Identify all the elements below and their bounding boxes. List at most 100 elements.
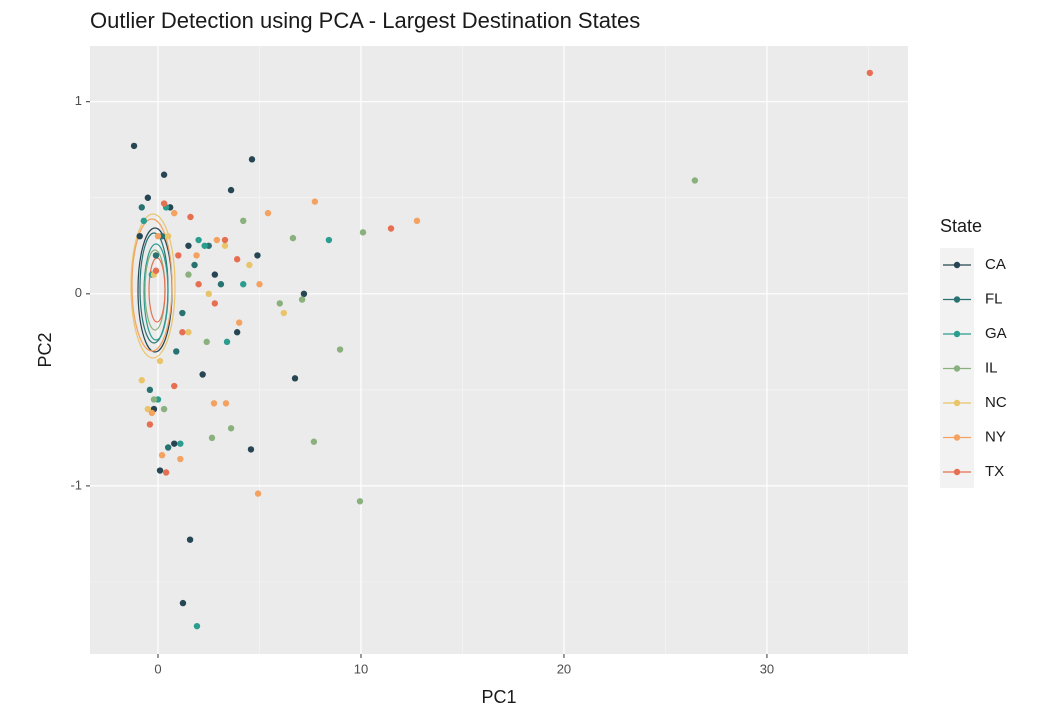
y-tick-label: -1 [70, 477, 82, 492]
point [179, 329, 186, 336]
point [179, 309, 186, 317]
point [203, 338, 210, 346]
point [150, 396, 158, 403]
point [248, 156, 256, 163]
point [359, 229, 367, 236]
point [191, 261, 198, 269]
point [211, 271, 219, 278]
point [185, 271, 192, 278]
point [164, 444, 172, 451]
y-axis-label: PC2 [35, 332, 55, 367]
point [210, 400, 218, 407]
point [336, 346, 344, 353]
point [310, 438, 318, 445]
point [187, 213, 194, 221]
legend-key-point [953, 434, 961, 441]
point [146, 386, 154, 394]
point [325, 236, 333, 244]
point [240, 281, 247, 288]
point [173, 348, 180, 355]
point [235, 319, 243, 326]
legend-key-point [953, 261, 961, 269]
point [233, 256, 241, 263]
point [148, 409, 156, 417]
point [136, 232, 143, 240]
point [146, 421, 154, 428]
point [221, 236, 229, 244]
point [171, 382, 178, 390]
x-tick-label: 10 [354, 661, 368, 676]
y-tick-label: 1 [75, 93, 82, 108]
point [298, 296, 306, 303]
point [254, 252, 261, 259]
point [208, 434, 216, 442]
point [217, 281, 225, 288]
point [160, 171, 168, 178]
point [254, 490, 262, 497]
point [311, 198, 319, 205]
point [199, 371, 206, 378]
point [156, 467, 164, 474]
point [179, 599, 187, 607]
point [300, 290, 308, 298]
point [195, 236, 202, 244]
point [193, 252, 200, 259]
x-axis-label: PC1 [481, 687, 516, 707]
point [276, 300, 283, 307]
point [205, 290, 212, 298]
legend-label: GA [985, 325, 1007, 342]
point [223, 338, 231, 346]
point [185, 242, 192, 249]
point [356, 498, 364, 505]
point [177, 455, 184, 463]
point [387, 225, 395, 232]
legend-label: IL [985, 359, 998, 376]
point [256, 281, 263, 288]
point [156, 357, 164, 365]
point [140, 217, 147, 225]
legend-label: NC [985, 394, 1007, 411]
plot-panel [90, 46, 908, 654]
point [213, 236, 221, 244]
point [413, 217, 421, 225]
legend-key-point [953, 468, 961, 476]
point [264, 209, 272, 217]
point [152, 252, 160, 259]
point [233, 329, 241, 336]
point [138, 204, 145, 211]
point [144, 405, 152, 413]
point [144, 194, 152, 201]
ellipse [131, 218, 173, 352]
point [289, 234, 297, 242]
y-tick-label: 0 [75, 285, 82, 300]
legend-title: State [940, 216, 982, 236]
point [171, 209, 178, 217]
point [160, 200, 168, 207]
point [164, 232, 172, 240]
legend-label: NY [985, 428, 1006, 445]
legend-key-point [953, 330, 961, 338]
point [130, 142, 138, 150]
chart-title: Outlier Detection using PCA - Largest De… [90, 8, 640, 33]
point [221, 242, 229, 249]
point [691, 177, 699, 184]
point [177, 440, 184, 447]
legend-label: CA [985, 256, 1006, 273]
point [154, 232, 162, 240]
x-tick-label: 0 [154, 661, 161, 676]
legend-label: FL [985, 290, 1003, 307]
legend-key-point [953, 296, 961, 303]
point [240, 217, 247, 225]
x-tick-label: 20 [557, 661, 571, 676]
point [227, 425, 235, 432]
point [186, 536, 194, 543]
point [152, 267, 160, 274]
legend-key-point [953, 399, 961, 407]
point [201, 242, 208, 249]
x-tick-label: 30 [760, 661, 774, 676]
ellipse [130, 213, 176, 359]
point [193, 622, 201, 630]
point [866, 69, 874, 77]
point [291, 375, 299, 382]
